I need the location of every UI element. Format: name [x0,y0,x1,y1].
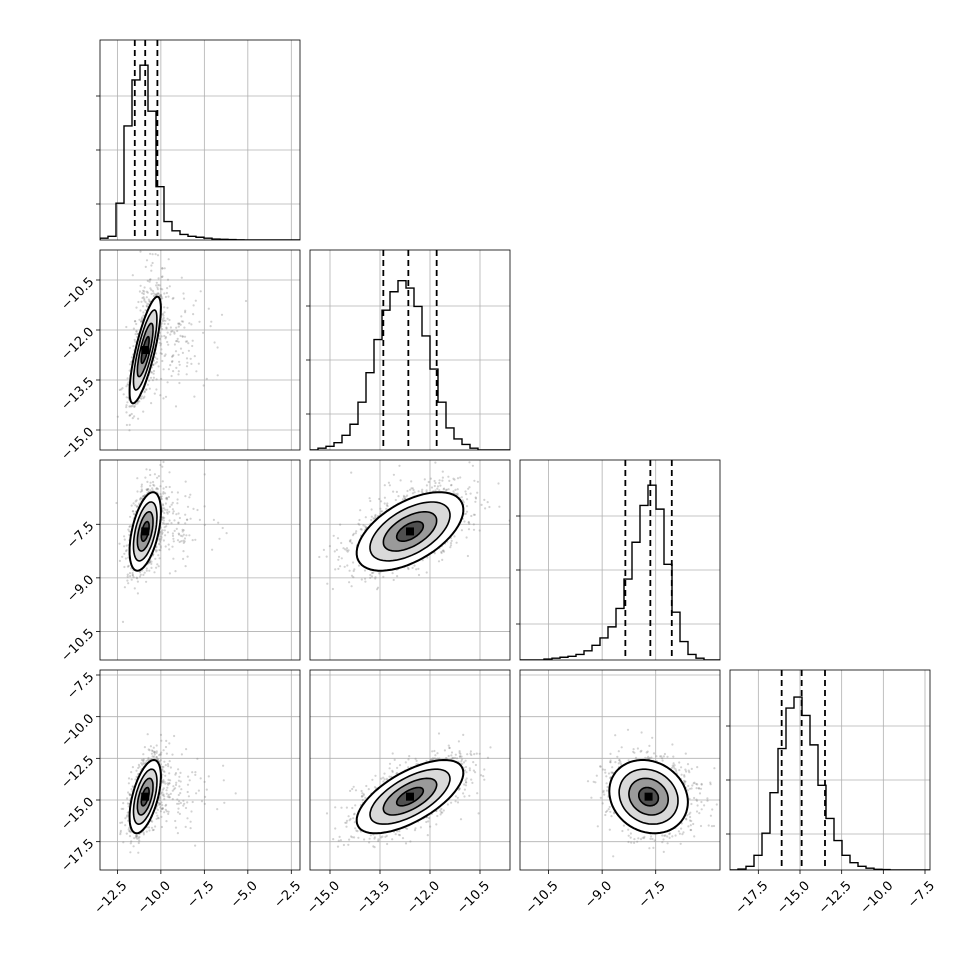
xtick-label-0-3: −5.0 [228,878,261,911]
hist-panel-3 [726,669,931,871]
contour-20-3 [140,520,150,542]
xtick-label-2-2: −7.5 [636,878,669,911]
contour-30-3 [140,786,150,807]
contour-32-2 [628,777,670,816]
contour-10-3 [140,335,150,365]
hist-frame-1 [309,249,511,451]
contour-32-0 [608,759,689,835]
density-peak-20 [141,527,150,536]
xtick-label-3-2: −12.5 [816,878,855,917]
xtick-label-0-2: −7.5 [184,878,217,911]
contour-21-0 [355,491,465,572]
ytick-label-1-0: −10.5 [59,275,98,314]
hist-frame-0 [99,39,301,241]
pair-frame-3-0 [99,669,301,871]
contour-31-2 [382,777,438,816]
ytick-label-2-0: −7.5 [64,519,97,552]
xtick-label-2-0: −10.5 [523,878,562,917]
xtick-label-1-2: −12.0 [404,878,443,917]
ytick-label-1-3: −15.0 [59,425,98,464]
contour-30-0 [128,758,162,835]
contour-20-0 [128,491,162,572]
ytick-label-2-1: −9.0 [64,573,97,606]
ytick-label-1-2: −13.5 [59,375,98,414]
pair-panel-3-1 [309,669,511,871]
pair-panel-3-0 [99,669,301,871]
contour-31-3 [395,786,425,807]
pair-panel-1-0 [99,249,301,451]
contour-31-1 [369,768,451,825]
pair-panel-2-0 [99,459,301,661]
pair-frame-2-1 [309,459,511,661]
hist-frame-3 [729,669,931,871]
xtick-label-1-3: −10.5 [454,878,493,917]
contour-21-3 [395,520,425,542]
ytick-label-3-4: −17.5 [59,836,98,875]
xtick-label-3-0: −17.5 [733,878,772,917]
contour-10-1 [132,309,158,391]
hist-panel-2 [516,459,721,661]
xtick-label-3-3: −10.0 [858,878,897,917]
density-peak-32 [644,792,653,801]
hist-panel-0 [96,39,301,241]
contour-20-2 [136,511,154,552]
contour-20-1 [132,501,158,562]
pair-frame-1-0 [99,249,301,451]
xtick-label-0-4: −2.5 [271,878,304,911]
pair-panel-2-1 [309,459,511,661]
ytick-label-2-2: −10.5 [59,626,98,665]
xtick-label-0-0: −12.5 [92,878,131,917]
density-peak-21 [406,527,414,536]
ytick-label-3-2: −12.5 [59,753,98,792]
contour-31-0 [355,758,465,835]
hist-step-0 [100,64,300,240]
xtick-label-3-1: −15.0 [774,878,813,917]
ytick-label-3-1: −10.0 [59,711,98,750]
contour-32-3 [638,786,660,807]
ytick-label-3-0: −7.5 [64,670,97,703]
hist-panel-1 [306,249,511,451]
contour-30-1 [132,768,158,826]
contour-10-0 [128,295,162,405]
contour-10-2 [136,322,154,378]
density-peak-31 [406,792,414,801]
xtick-label-3-4: −7.5 [905,878,938,911]
contour-21-1 [369,501,451,562]
xtick-label-1-1: −13.5 [354,878,393,917]
contour-32-1 [618,768,679,825]
contour-30-2 [136,777,154,816]
xtick-label-0-1: −10.0 [135,878,174,917]
hist-step-3 [730,696,930,870]
hist-step-2 [520,484,720,660]
pair-panel-3-2 [519,669,721,871]
xtick-label-2-1: −9.0 [582,878,615,911]
contour-21-2 [382,511,438,552]
hist-step-1 [310,280,510,450]
xtick-label-1-0: −15.0 [304,878,343,917]
pair-frame-2-0 [99,459,301,661]
pair-frame-3-2 [519,669,721,871]
density-peak-10 [141,346,150,354]
ytick-label-3-3: −15.0 [59,795,98,834]
hist-frame-2 [519,459,721,661]
pair-frame-3-1 [309,669,511,871]
ytick-label-1-1: −12.0 [59,325,98,364]
density-peak-30 [141,792,150,801]
